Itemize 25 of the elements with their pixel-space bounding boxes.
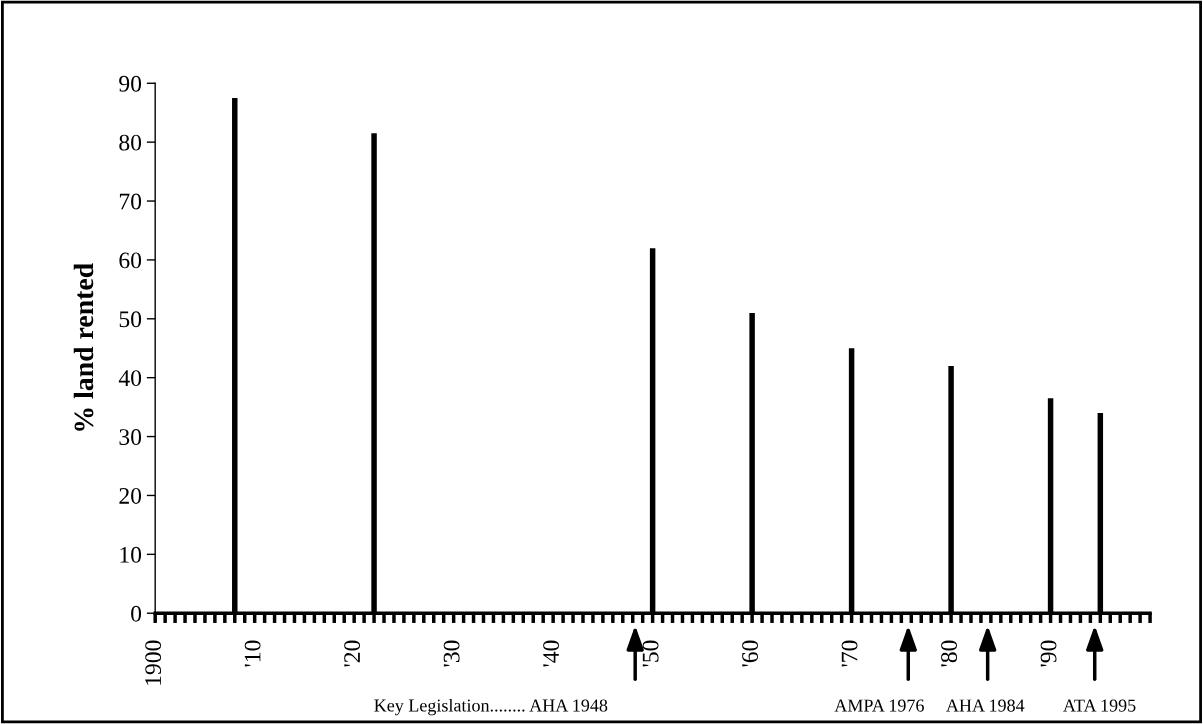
y-tick-label: 10 (120, 546, 142, 563)
x-tick-label: '20 (344, 640, 361, 667)
y-tick-label: 40 (118, 370, 142, 387)
y-axis-title: % land rented (73, 263, 94, 431)
x-tick-label: '10 (244, 640, 261, 667)
y-tick-label: 60 (119, 252, 142, 269)
text: Key Legislation........ AHA 1948 (374, 698, 608, 716)
y-tick-label: 20 (119, 487, 142, 504)
y-tick-label: 80 (119, 134, 142, 151)
y-tick-label: 90 (119, 75, 142, 92)
text: AHA 1984 (946, 699, 1025, 712)
y-tick-label: 0 (131, 605, 142, 622)
x-tick-label: '30 (443, 640, 460, 667)
x-tick-label: '60 (742, 640, 759, 667)
x-tick-label: '40 (543, 640, 560, 667)
x-tick-label: '90 (1040, 640, 1057, 667)
x-tick-label: '80 (941, 640, 957, 667)
x-tick-label: 1900 (145, 640, 162, 685)
y-tick-label: 50 (119, 311, 142, 328)
x-tick-label: '50 (642, 640, 659, 667)
y-tick-label: 70 (119, 193, 142, 210)
text: AMPA 1976 (834, 699, 924, 712)
y-tick-label: 30 (119, 429, 142, 445)
x-tick-label: '70 (841, 640, 858, 667)
text: ATA 1995 (1063, 699, 1136, 712)
